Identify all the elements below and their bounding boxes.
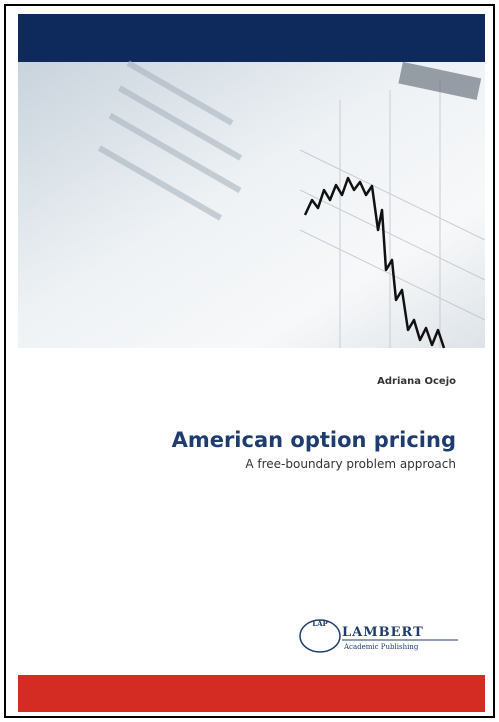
page: {"cover": {"author": "Adriana Ocejo", "t…: [0, 0, 499, 722]
subtitle: A free-boundary problem approach: [245, 457, 456, 471]
publisher-name: LAMBERT: [342, 625, 424, 640]
publisher-logo-text: LAP: [312, 619, 328, 628]
cover-photo: [18, 60, 485, 348]
author: Adriana Ocejo: [377, 376, 456, 387]
title: American option pricing: [172, 428, 456, 452]
book-cover: Adriana Ocejo American option pricing A …: [0, 0, 499, 722]
bottom-band: [18, 675, 485, 712]
publisher-tagline: Academic Publishing: [343, 643, 419, 651]
top-band: [18, 14, 485, 62]
